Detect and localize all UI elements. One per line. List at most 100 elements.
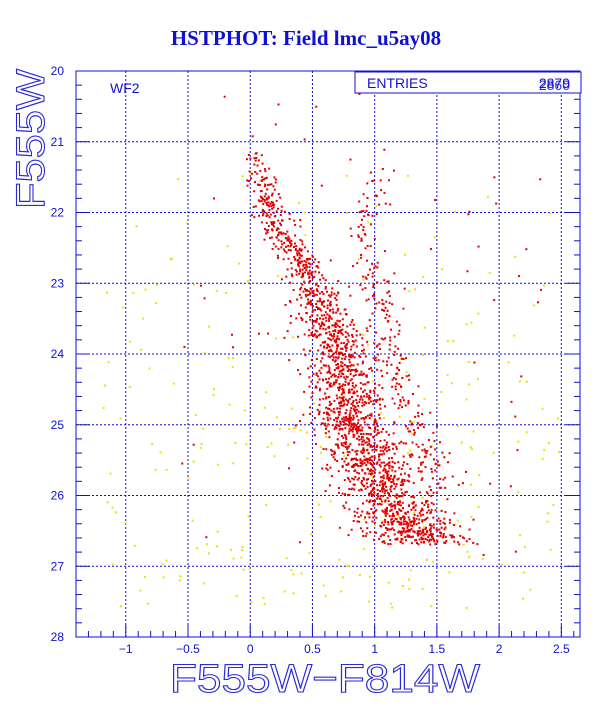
main-sequence-point bbox=[391, 505, 394, 508]
x-tick-label: 0 bbox=[247, 642, 254, 656]
main-sequence-point bbox=[406, 521, 409, 524]
main-sequence-point bbox=[350, 402, 353, 405]
main-sequence-point bbox=[351, 354, 354, 357]
main-sequence-point bbox=[373, 445, 376, 448]
main-sequence-point bbox=[414, 504, 417, 507]
field-star-point bbox=[399, 358, 402, 361]
field-star-point bbox=[470, 447, 473, 450]
main-sequence-point bbox=[428, 528, 431, 531]
main-sequence-point bbox=[268, 167, 271, 170]
main-sequence-point bbox=[363, 484, 366, 487]
outlier-point bbox=[315, 105, 318, 108]
main-sequence-point bbox=[350, 407, 353, 410]
main-sequence-point bbox=[257, 183, 260, 186]
main-sequence-point bbox=[347, 470, 350, 473]
main-sequence-point bbox=[309, 279, 312, 282]
main-sequence-point bbox=[282, 232, 285, 235]
main-sequence-point bbox=[356, 437, 359, 440]
main-sequence-point bbox=[320, 309, 323, 312]
main-sequence-point bbox=[429, 538, 432, 541]
giant-branch-point bbox=[447, 461, 450, 464]
main-sequence-point bbox=[277, 239, 280, 242]
main-sequence-point bbox=[331, 358, 334, 361]
outlier-point bbox=[343, 479, 346, 482]
main-sequence-point bbox=[312, 324, 315, 327]
main-sequence-point bbox=[258, 214, 261, 217]
main-sequence-point bbox=[368, 396, 371, 399]
main-sequence-point bbox=[412, 506, 415, 509]
main-sequence-point bbox=[398, 508, 401, 511]
main-sequence-point bbox=[271, 247, 274, 250]
main-sequence-point bbox=[384, 531, 387, 534]
main-sequence-point bbox=[344, 355, 347, 358]
main-sequence-point bbox=[318, 271, 321, 274]
main-sequence-point bbox=[391, 466, 394, 469]
field-star-point bbox=[172, 382, 175, 385]
main-sequence-point bbox=[350, 528, 353, 531]
main-sequence-point bbox=[394, 494, 397, 497]
main-sequence-point bbox=[410, 508, 413, 511]
main-sequence-point bbox=[358, 373, 361, 376]
main-sequence-point bbox=[331, 287, 334, 290]
main-sequence-point bbox=[269, 213, 272, 216]
main-sequence-point bbox=[337, 329, 340, 332]
field-star-point bbox=[470, 515, 473, 518]
main-sequence-point bbox=[390, 456, 393, 459]
field-star-point bbox=[241, 545, 244, 548]
main-sequence-point bbox=[401, 538, 404, 541]
main-sequence-point bbox=[369, 492, 372, 495]
main-sequence-point bbox=[425, 500, 428, 503]
main-sequence-point bbox=[330, 317, 333, 320]
main-sequence-point bbox=[273, 176, 276, 179]
main-sequence-point bbox=[365, 499, 368, 502]
giant-branch-point bbox=[366, 213, 369, 216]
outlier-point bbox=[277, 103, 280, 106]
main-sequence-point bbox=[338, 407, 341, 410]
main-sequence-point bbox=[431, 533, 434, 536]
main-sequence-point bbox=[346, 366, 349, 369]
giant-branch-point bbox=[386, 364, 389, 367]
giant-branch-point bbox=[417, 385, 420, 388]
giant-branch-point bbox=[438, 486, 441, 489]
main-sequence-point bbox=[309, 406, 312, 409]
field-star-point bbox=[477, 312, 480, 315]
main-sequence-point bbox=[379, 524, 382, 527]
main-sequence-point bbox=[402, 527, 405, 530]
field-star-point bbox=[111, 506, 114, 509]
outlier-point bbox=[434, 199, 437, 202]
main-sequence-point bbox=[355, 402, 358, 405]
main-sequence-point bbox=[385, 443, 388, 446]
main-sequence-point bbox=[308, 272, 311, 275]
main-sequence-point bbox=[391, 523, 394, 526]
main-sequence-point bbox=[350, 428, 353, 431]
giant-branch-point bbox=[417, 404, 420, 407]
field-star-point bbox=[192, 460, 195, 463]
main-sequence-point bbox=[430, 494, 433, 497]
main-sequence-point bbox=[333, 450, 336, 453]
field-star-point bbox=[462, 544, 465, 547]
main-sequence-point bbox=[354, 462, 357, 465]
main-sequence-point bbox=[310, 334, 313, 337]
main-sequence-point bbox=[277, 219, 280, 222]
main-sequence-point bbox=[367, 433, 370, 436]
main-sequence-point bbox=[345, 438, 348, 441]
field-star-point bbox=[230, 548, 233, 551]
field-star-point bbox=[215, 289, 218, 292]
field-star-point bbox=[519, 534, 522, 537]
main-sequence-point bbox=[313, 293, 316, 296]
outlier-point bbox=[181, 462, 184, 465]
main-sequence-point bbox=[341, 465, 344, 468]
giant-branch-point bbox=[430, 470, 433, 473]
field-star-point bbox=[367, 600, 370, 603]
field-star-point bbox=[202, 427, 205, 430]
main-sequence-point bbox=[383, 452, 386, 455]
main-sequence-point bbox=[342, 373, 345, 376]
main-sequence-point bbox=[301, 260, 304, 263]
main-sequence-point bbox=[417, 534, 420, 537]
main-sequence-point bbox=[328, 407, 331, 410]
main-sequence-point bbox=[416, 514, 419, 517]
main-sequence-point bbox=[388, 494, 391, 497]
main-sequence-point bbox=[402, 515, 405, 518]
giant-branch-point bbox=[383, 279, 386, 282]
main-sequence-point bbox=[272, 206, 275, 209]
